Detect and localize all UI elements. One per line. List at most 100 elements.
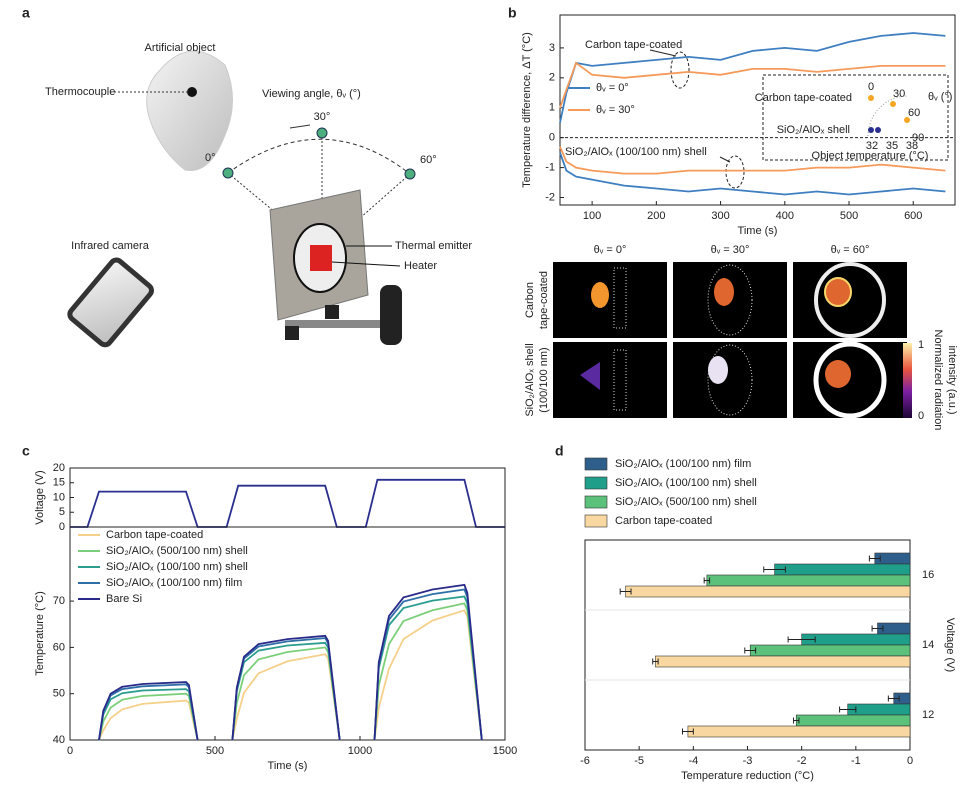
- annotation-arrow: [719, 156, 731, 163]
- outline: [707, 344, 753, 416]
- plot-frame: [69, 467, 506, 528]
- legend-label: Carbon tape-coated: [615, 515, 712, 527]
- y-tick-label: 12: [922, 709, 934, 721]
- heater: [310, 245, 332, 271]
- x-tick-label: 500: [206, 745, 224, 757]
- row-label: Carbon: [524, 282, 536, 318]
- thermal-images: θᵥ = 0° θᵥ = 30° θᵥ = 60° Carbon tape-co…: [524, 244, 958, 431]
- error-bar: [652, 658, 659, 665]
- line-series: [98, 583, 483, 741]
- inset: Carbon tape-coated SiO₂/AlOₓ shell θᵥ (°…: [565, 39, 952, 189]
- image: [553, 342, 667, 418]
- label: 60°: [420, 154, 437, 166]
- line-series: [98, 602, 483, 741]
- colorbar: [903, 343, 912, 418]
- legend-label: SiO₂/AlOₓ (500/100 nm) shell: [615, 496, 757, 508]
- plot-frame: [559, 14, 956, 206]
- outline: [814, 262, 886, 338]
- legend-swatch: [584, 495, 608, 509]
- error-bar: [787, 636, 816, 643]
- hotspot: [580, 362, 600, 390]
- bar: [625, 585, 911, 598]
- inset-label: Carbon tape-coated: [755, 92, 852, 104]
- panel-label: d: [555, 443, 564, 459]
- error-bar: [619, 588, 632, 595]
- outline: [813, 341, 887, 419]
- row-label: (100/100 nm): [538, 347, 550, 412]
- bar: [801, 633, 911, 646]
- y-tick-label: 20: [53, 462, 65, 474]
- inset-dot: [875, 127, 881, 133]
- line-series: [559, 61, 946, 109]
- label: Heater: [404, 260, 437, 272]
- inset-dot: [890, 101, 896, 107]
- x-tick-label: 100: [583, 210, 601, 222]
- diagram: Artificial object Thermocouple Viewing a…: [45, 42, 472, 348]
- column-header: θᵥ = 0°: [594, 244, 627, 256]
- column-header: θᵥ = 60°: [831, 244, 870, 256]
- inset-dot: [868, 127, 874, 133]
- colorbar-label: Normalized radiation: [932, 330, 944, 431]
- image: [673, 342, 787, 418]
- y-tick-label: 50: [53, 688, 65, 700]
- legend-swatch: [584, 457, 608, 471]
- legend-label: θᵥ = 30°: [596, 104, 635, 116]
- inset-tick: 30: [893, 88, 905, 100]
- y-tick-label: 5: [59, 506, 65, 518]
- bar: [749, 644, 911, 657]
- line-series: [98, 595, 483, 741]
- inset-tick: 60: [908, 107, 920, 119]
- line-series: [559, 146, 946, 175]
- inset-tick: 90: [912, 132, 924, 144]
- y-tick-label: 0: [549, 132, 555, 144]
- y-tick-label: 70: [53, 595, 65, 607]
- x-tick-label: 200: [647, 210, 665, 222]
- hotspot: [824, 277, 852, 307]
- angle-arc: [227, 138, 411, 175]
- label: Artificial object: [145, 42, 216, 54]
- arrow: [289, 124, 311, 129]
- x-tick-label: 1000: [348, 745, 372, 757]
- row-label: tape-coated: [538, 271, 550, 329]
- y-axis-label: Temperature difference, ΔT (°C): [521, 32, 533, 188]
- y-axis-label: Voltage (V): [34, 470, 46, 524]
- y-tick-label: 10: [53, 491, 65, 503]
- error-bar: [744, 647, 757, 654]
- panel-label: c: [22, 443, 30, 459]
- error-bar: [763, 566, 786, 573]
- legend-swatch: [584, 514, 608, 528]
- bar: [687, 725, 911, 738]
- legend-label: SiO₂/AlOₓ (100/100 nm) shell: [106, 561, 248, 573]
- head: [146, 50, 233, 172]
- y-axis-label: Voltage (V): [944, 618, 956, 672]
- y-tick-label: 14: [922, 639, 934, 651]
- hotspot: [714, 278, 734, 306]
- column-header: θᵥ = 30°: [711, 244, 750, 256]
- label: Infrared camera: [71, 240, 150, 252]
- infrared-camera: [67, 257, 154, 348]
- stand: [285, 320, 385, 328]
- leader: [331, 261, 401, 267]
- inset-dot: [904, 117, 910, 123]
- x-tick-label: 300: [711, 210, 729, 222]
- annotation-ellipse: [670, 51, 690, 89]
- error-bar: [868, 555, 881, 562]
- x-tick-label: -3: [743, 755, 753, 767]
- label: Thermocouple: [45, 86, 115, 98]
- bar: [795, 714, 911, 727]
- x-tick-label: 0: [67, 745, 73, 757]
- annotation: SiO₂/AlOₓ (100/100 nm) shell: [565, 146, 707, 158]
- x-tick-label: -1: [851, 755, 861, 767]
- label: 0°: [205, 152, 216, 164]
- label: Thermal emitter: [395, 240, 472, 252]
- inset-frame: [762, 74, 949, 161]
- image: [553, 262, 667, 338]
- y-tick-label: 15: [53, 477, 65, 489]
- error-bar: [682, 728, 694, 735]
- legend-label: SiO₂/AlOₓ (100/100 nm) shell: [615, 477, 757, 489]
- x-tick-label: 500: [840, 210, 858, 222]
- inset-axis-label: Object temperature (°C): [812, 150, 929, 162]
- inset-label: SiO₂/AlOₓ shell: [777, 124, 850, 136]
- annotation: Carbon tape-coated: [585, 39, 682, 51]
